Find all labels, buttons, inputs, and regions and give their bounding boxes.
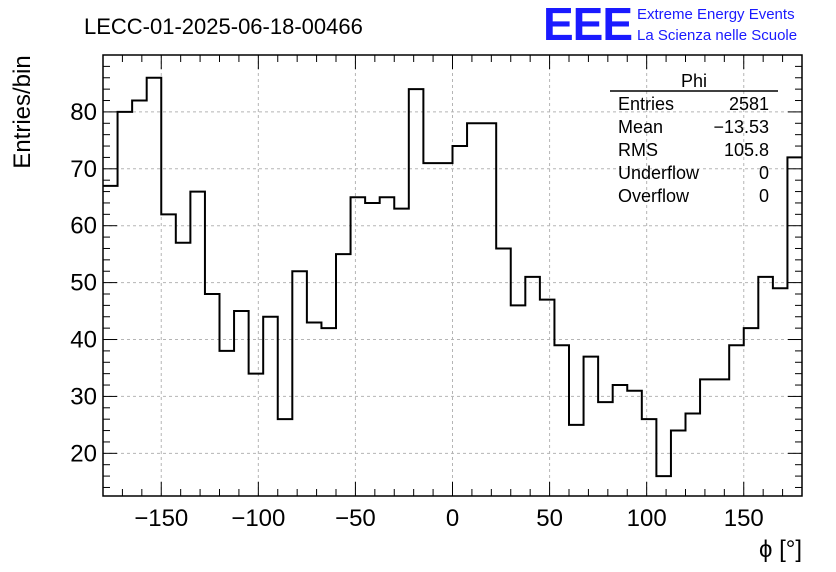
x-tick-label: −50 <box>335 505 376 532</box>
histogram-bin <box>249 374 264 496</box>
histogram-bin <box>511 305 526 496</box>
histogram-bin <box>569 425 584 496</box>
histogram-bin <box>132 101 147 496</box>
eee-logo: EEE Extreme Energy Events La Scienza nel… <box>543 0 797 50</box>
histogram-bin <box>554 345 569 496</box>
x-tick-labels: −150 −100 −50 0 50 100 150 <box>134 505 764 532</box>
histogram-bin <box>496 248 511 496</box>
x-axis-label: ϕ [°] <box>759 536 802 563</box>
histogram-bin <box>147 78 162 496</box>
x-tick-label: 0 <box>446 505 459 532</box>
y-tick-label: 80 <box>70 99 97 126</box>
histogram-bin <box>787 157 802 496</box>
stats-label-overflow: Overflow <box>618 186 690 206</box>
histogram-bin <box>584 357 599 496</box>
histogram-bin <box>598 402 613 496</box>
grid-lines <box>103 55 802 496</box>
stats-title: Phi <box>681 71 707 91</box>
eee-logo-mark: EEE <box>543 0 632 50</box>
histogram-bin <box>220 351 235 496</box>
histogram-bin <box>423 163 438 496</box>
histogram-bin <box>453 146 468 496</box>
stats-value-rms: 105.8 <box>724 140 769 160</box>
stats-value-underflow: 0 <box>759 163 769 183</box>
x-tick-label: −100 <box>231 505 285 532</box>
stats-value-overflow: 0 <box>759 186 769 206</box>
histogram-bin <box>278 419 293 496</box>
histogram-bin <box>205 294 220 496</box>
histogram-bin <box>525 277 540 496</box>
histogram-bin <box>118 112 133 496</box>
histogram-bin <box>729 345 744 496</box>
histogram-bin <box>394 209 409 496</box>
histogram-bin <box>307 322 322 496</box>
histogram-bin <box>671 431 686 496</box>
histogram-bin <box>234 311 249 496</box>
histogram-bin <box>482 123 497 496</box>
histogram-bin <box>700 379 715 496</box>
y-tick-label: 20 <box>70 440 97 467</box>
histogram-bin <box>438 163 453 496</box>
histogram-bin <box>467 123 482 496</box>
y-tick-label: 40 <box>70 327 97 354</box>
x-tick-label: −150 <box>134 505 188 532</box>
histogram-bin <box>613 385 628 496</box>
y-tick-labels: 20 30 40 50 60 70 80 <box>70 99 97 467</box>
histogram-bin <box>773 288 788 496</box>
histogram-bin <box>686 413 701 496</box>
histogram-bin <box>176 243 191 496</box>
y-tick-label: 50 <box>70 270 97 297</box>
histogram-bin <box>103 186 118 496</box>
x-tick-label: 150 <box>724 505 764 532</box>
histogram-bin <box>321 328 336 496</box>
histogram-bin <box>758 277 773 496</box>
histogram-bars <box>103 76 802 496</box>
stats-label-underflow: Underflow <box>618 163 700 183</box>
histogram-bin <box>627 391 642 496</box>
histogram-bin <box>351 197 366 496</box>
x-tick-label: 100 <box>627 505 667 532</box>
chart-title: LECC-01-2025-06-18-00466 <box>84 14 363 39</box>
stats-box: Phi Entries 2581 Mean −13.53 RMS 105.8 U… <box>610 71 778 206</box>
histogram-bin <box>540 300 555 496</box>
stats-label-entries: Entries <box>618 94 674 114</box>
y-tick-label: 60 <box>70 213 97 240</box>
logo-line-2: La Scienza nelle Scuole <box>637 27 797 44</box>
x-tick-label: 50 <box>536 505 563 532</box>
stats-value-entries: 2581 <box>729 94 769 114</box>
histogram-bin <box>336 254 351 496</box>
stats-value-mean: −13.53 <box>713 117 769 137</box>
histogram-bin <box>365 203 380 496</box>
histogram-bin <box>409 89 424 496</box>
histogram-bin <box>263 317 278 496</box>
stats-label-mean: Mean <box>618 117 663 137</box>
histogram-bin <box>292 271 307 496</box>
histogram-outline <box>103 76 802 478</box>
histogram-bin <box>642 419 657 496</box>
histogram-bin <box>744 328 759 496</box>
logo-line-1: Extreme Energy Events <box>637 6 795 23</box>
histogram-bin <box>656 476 671 496</box>
y-tick-label: 70 <box>70 156 97 183</box>
axes <box>102 54 803 497</box>
y-axis-label: Entries/bin <box>9 55 36 168</box>
histogram-bin <box>190 192 205 496</box>
stats-label-rms: RMS <box>618 140 658 160</box>
histogram-bin <box>380 197 395 496</box>
y-tick-label: 30 <box>70 383 97 410</box>
